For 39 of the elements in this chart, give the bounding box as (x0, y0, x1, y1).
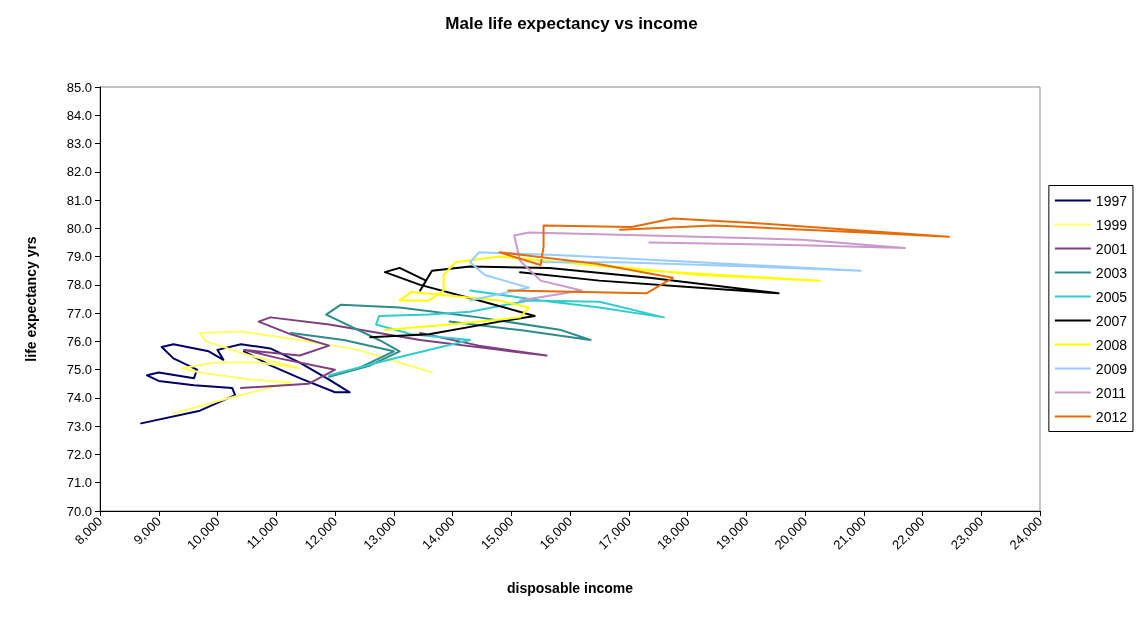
line-series (498, 217, 950, 295)
line-series (369, 265, 780, 339)
y-tick-label: 73.0 (66, 418, 92, 434)
line-series (328, 289, 665, 377)
y-tick-label: 83.0 (66, 136, 92, 152)
y-tick-label: 70.0 (66, 503, 92, 519)
legend-label: 1999 (1095, 216, 1128, 233)
line-series (383, 255, 821, 332)
y-tick-label: 72.0 (66, 446, 92, 462)
chart-title: Male life expectancy vs income (445, 14, 698, 33)
line-series (469, 251, 862, 302)
legend-label: 2003 (1095, 264, 1128, 281)
y-tick-label: 76.0 (66, 333, 92, 349)
x-axis-title: disposable income (506, 580, 634, 596)
line-series (289, 303, 592, 378)
y-tick-label: 77.0 (66, 305, 92, 321)
y-axis-title: life expectancy yrs (23, 236, 39, 362)
legend-label: 2007 (1095, 312, 1128, 329)
legend-label: 2012 (1095, 408, 1128, 425)
line-series (140, 343, 351, 425)
y-tick-label: 78.0 (66, 277, 92, 293)
y-tick-label: 84.0 (66, 107, 92, 123)
legend-label: 2005 (1095, 288, 1128, 305)
line-series (513, 231, 906, 302)
y-tick-label: 85.0 (66, 79, 92, 95)
y-tick-label: 74.0 (66, 390, 92, 406)
legend-label: 2008 (1095, 336, 1128, 353)
y-tick-label: 80.0 (66, 220, 92, 236)
legend-label: 2001 (1095, 240, 1128, 257)
legend-label: 2011 (1095, 384, 1127, 401)
y-tick-label: 71.0 (66, 475, 92, 491)
line-series (172, 330, 433, 415)
y-tick-label: 82.0 (66, 164, 92, 180)
legend-label: 1997 (1095, 192, 1128, 209)
y-tick-label: 81.0 (66, 192, 92, 208)
y-tick-label: 75.0 (66, 362, 92, 378)
y-tick-label: 79.0 (66, 249, 92, 265)
line-series (240, 316, 548, 390)
legend-label: 2009 (1095, 360, 1128, 377)
